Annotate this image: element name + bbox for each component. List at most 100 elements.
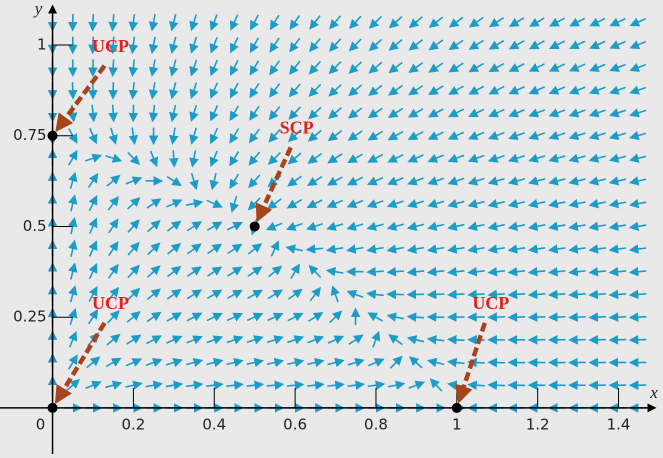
field-arrow <box>467 244 485 254</box>
field-arrow <box>609 62 626 72</box>
field-arrow <box>368 84 383 96</box>
field-arrow <box>447 266 465 277</box>
field-arrow <box>568 63 586 72</box>
field-arrow <box>548 63 566 72</box>
field-arrow <box>249 105 260 121</box>
field-arrow <box>209 105 219 122</box>
field-arrow <box>87 309 99 325</box>
field-arrow <box>68 330 78 348</box>
field-arrow <box>88 127 98 145</box>
field-arrow <box>229 82 239 99</box>
field-arrow <box>169 104 179 123</box>
field-arrow <box>146 335 163 345</box>
field-arrow <box>629 130 647 141</box>
field-arrow <box>229 195 239 213</box>
field-arrow <box>286 380 305 390</box>
field-arrow <box>408 62 424 73</box>
field-arrow <box>548 176 566 186</box>
field-arrow <box>166 175 182 187</box>
field-arrow <box>387 153 404 163</box>
field-arrow <box>288 129 302 143</box>
field-arrow <box>230 37 239 54</box>
field-arrow <box>106 333 121 346</box>
field-arrow <box>366 289 384 300</box>
field-arrow <box>126 197 141 210</box>
field-arrow <box>366 221 384 231</box>
field-arrow <box>165 380 184 390</box>
direction-field <box>47 13 647 413</box>
field-arrow <box>629 40 647 50</box>
field-arrow <box>407 131 424 140</box>
field-arrow <box>307 129 322 142</box>
field-arrow <box>88 13 98 32</box>
field-arrow <box>368 15 383 29</box>
field-arrow <box>146 198 162 209</box>
field-arrow <box>487 198 505 209</box>
field-arrow <box>448 16 464 28</box>
field-arrow <box>628 198 647 209</box>
field-arrow <box>125 358 143 367</box>
field-arrow <box>88 194 98 212</box>
field-arrow <box>166 288 182 300</box>
field-arrow <box>128 59 139 77</box>
field-arrow <box>126 334 142 345</box>
field-arrow <box>446 289 465 300</box>
field-arrow <box>145 380 163 390</box>
critical-point <box>249 221 260 232</box>
field-arrow <box>608 153 627 163</box>
field-arrow <box>149 150 159 168</box>
field-arrow <box>286 198 303 209</box>
field-arrow <box>408 16 423 29</box>
field-arrow <box>68 194 78 212</box>
field-arrow <box>108 36 118 55</box>
field-arrow <box>307 175 323 187</box>
field-arrow <box>448 62 464 73</box>
field-arrow <box>68 262 78 280</box>
field-arrow <box>148 59 159 77</box>
field-arrow <box>568 85 586 95</box>
field-arrow <box>329 310 343 324</box>
field-arrow <box>407 108 424 118</box>
field-arrow <box>608 244 627 254</box>
field-arrow <box>447 244 465 254</box>
field-arrow <box>589 62 606 72</box>
field-arrow <box>107 286 120 302</box>
field-arrow <box>467 153 485 163</box>
field-arrow <box>487 176 505 186</box>
field-arrow <box>386 266 404 277</box>
field-arrow <box>209 14 219 31</box>
field-arrow <box>227 243 243 255</box>
field-arrow <box>528 153 546 163</box>
field-arrow <box>108 218 119 234</box>
field-arrow <box>127 241 140 256</box>
field-arrow <box>186 289 203 300</box>
field-arrow <box>407 199 425 209</box>
field-arrow <box>527 266 546 277</box>
field-arrow <box>347 153 363 164</box>
field-arrow <box>367 153 384 163</box>
y-tick-label: 1 <box>37 36 47 54</box>
field-arrow <box>508 131 525 141</box>
field-arrow <box>507 312 526 322</box>
field-arrow <box>548 198 566 209</box>
field-arrow <box>108 104 118 123</box>
field-arrow <box>507 176 526 186</box>
field-arrow <box>608 176 627 186</box>
field-arrow <box>68 307 78 325</box>
field-arrow <box>169 59 179 77</box>
pointer-arrow <box>55 64 107 133</box>
field-arrow <box>88 263 98 280</box>
field-arrow <box>371 330 381 348</box>
field-arrow <box>67 82 78 100</box>
field-arrow <box>327 130 343 142</box>
field-arrow <box>427 176 445 186</box>
field-arrow <box>327 153 343 164</box>
field-arrow <box>549 17 565 27</box>
field-arrow <box>347 357 365 368</box>
critical-point <box>451 402 462 413</box>
field-arrow <box>406 221 425 231</box>
field-arrow <box>209 172 219 191</box>
field-arrow <box>507 266 526 277</box>
field-arrow <box>229 173 240 190</box>
field-arrow <box>588 130 606 141</box>
